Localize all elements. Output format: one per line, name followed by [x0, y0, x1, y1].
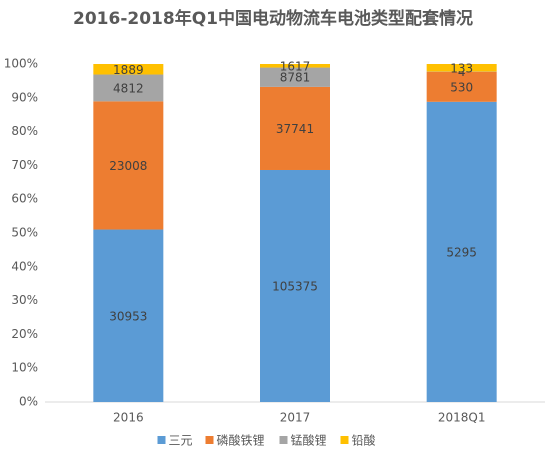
x-tick-label: 2017	[280, 411, 311, 425]
bar-segment	[260, 67, 330, 87]
legend-label: 铅酸	[352, 433, 376, 448]
legend-swatch	[340, 436, 349, 444]
bar-segment	[93, 229, 164, 402]
y-tick-label: 20%	[11, 327, 38, 341]
y-tick-label: 100%	[4, 57, 38, 71]
legend-swatch	[157, 436, 166, 444]
y-tick-label: 0%	[19, 395, 38, 409]
data-label: 5295	[446, 245, 477, 259]
y-tick-label: 50%	[11, 226, 38, 240]
data-label: 4812	[113, 81, 144, 95]
y-tick-label: 30%	[11, 293, 38, 307]
x-tick-label: 2018Q1	[438, 411, 486, 425]
bar-segment	[93, 74, 164, 102]
legend-swatch	[205, 436, 214, 444]
legend-swatch	[279, 436, 288, 444]
bar-segment	[426, 101, 497, 403]
data-label: 37741	[276, 122, 314, 136]
bar-segment	[93, 101, 164, 230]
y-tick-label: 10%	[11, 361, 38, 375]
y-tick-label: 70%	[11, 158, 38, 172]
legend-label: 锰酸锂	[291, 433, 327, 448]
bar-segment	[426, 71, 497, 102]
chart-title: 2016-2018年Q1中国电动物流车电池类型配套情况	[73, 8, 473, 29]
legend-label: 三元	[169, 434, 193, 448]
data-label: 8781	[280, 71, 311, 85]
y-tick-label: 90%	[11, 90, 38, 104]
data-label: 23008	[109, 159, 147, 173]
y-tick-label: 40%	[11, 259, 38, 273]
data-label: 30953	[109, 309, 147, 323]
x-tick-label: 2016	[113, 411, 144, 425]
data-label: 530	[450, 80, 473, 94]
bar-segment	[93, 64, 164, 75]
y-tick-label: 60%	[11, 192, 38, 206]
data-label: 133	[450, 61, 473, 75]
data-label: 105375	[272, 279, 318, 293]
data-label: 1889	[113, 63, 144, 77]
data-label: 1617	[280, 59, 311, 73]
data-label: 4	[458, 65, 466, 79]
bar-segment	[260, 64, 330, 68]
legend-label: 磷酸铁锂	[217, 433, 265, 448]
bar-segment	[260, 169, 330, 402]
y-tick-label: 80%	[11, 124, 38, 138]
bar-segment	[260, 86, 330, 170]
bar-segment	[426, 64, 497, 72]
